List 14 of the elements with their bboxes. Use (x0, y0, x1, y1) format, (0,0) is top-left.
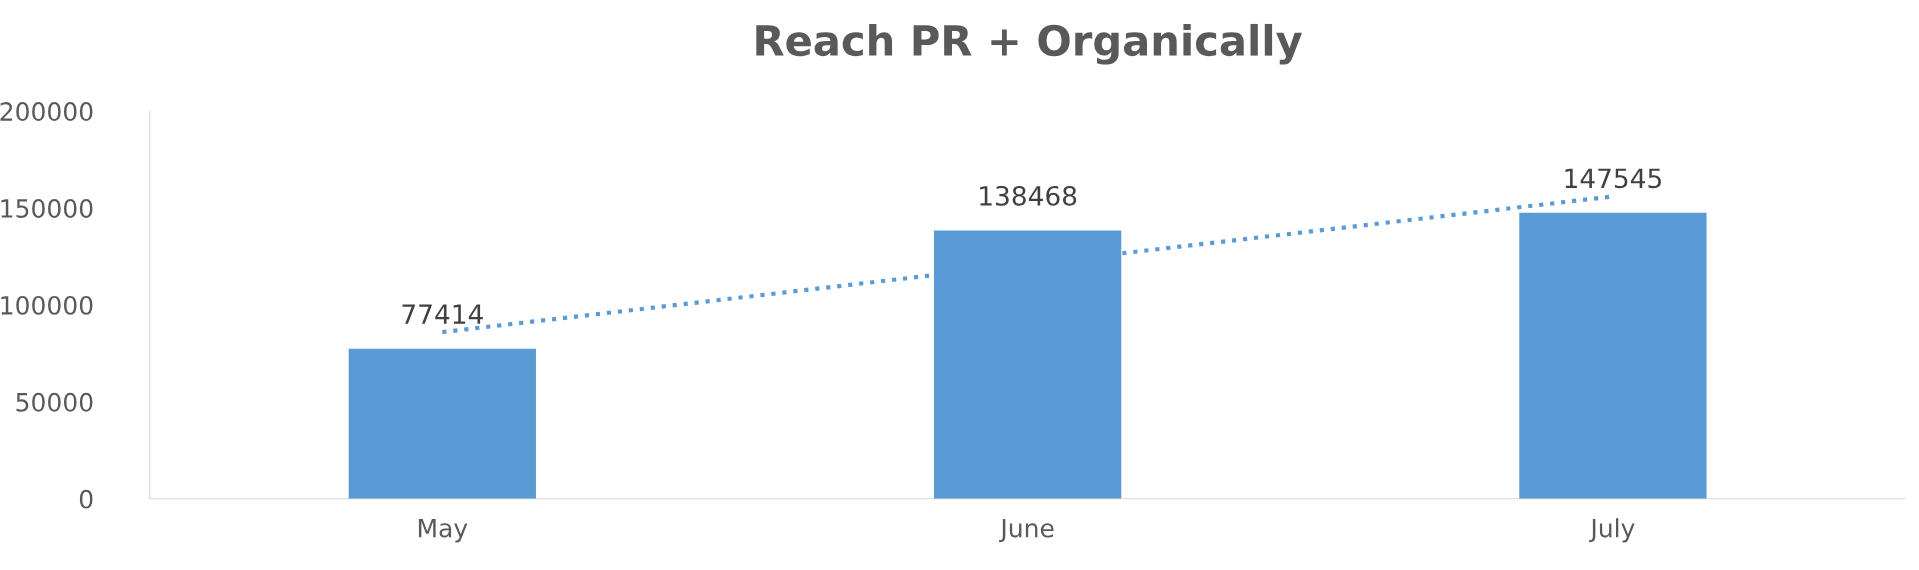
x-tick-label: May (418, 518, 468, 543)
y-tick-label: 200000 (0, 102, 93, 121)
bar (1519, 212, 1707, 499)
y-tick-label: 50000 (16, 392, 93, 412)
chart-title: Reach PR + Organically (756, 23, 1302, 65)
x-tick-label: June (999, 518, 1054, 543)
x-tick-label: July (1589, 518, 1635, 543)
y-tick-label: 100000 (1, 295, 93, 315)
y-tick-label: 0 (79, 489, 93, 509)
bar (348, 348, 536, 499)
data-label: 147545 (1565, 168, 1661, 189)
y-tick-label: 150000 (1, 198, 93, 218)
data-label: 77414 (402, 304, 483, 324)
data-label: 138468 (980, 185, 1077, 206)
